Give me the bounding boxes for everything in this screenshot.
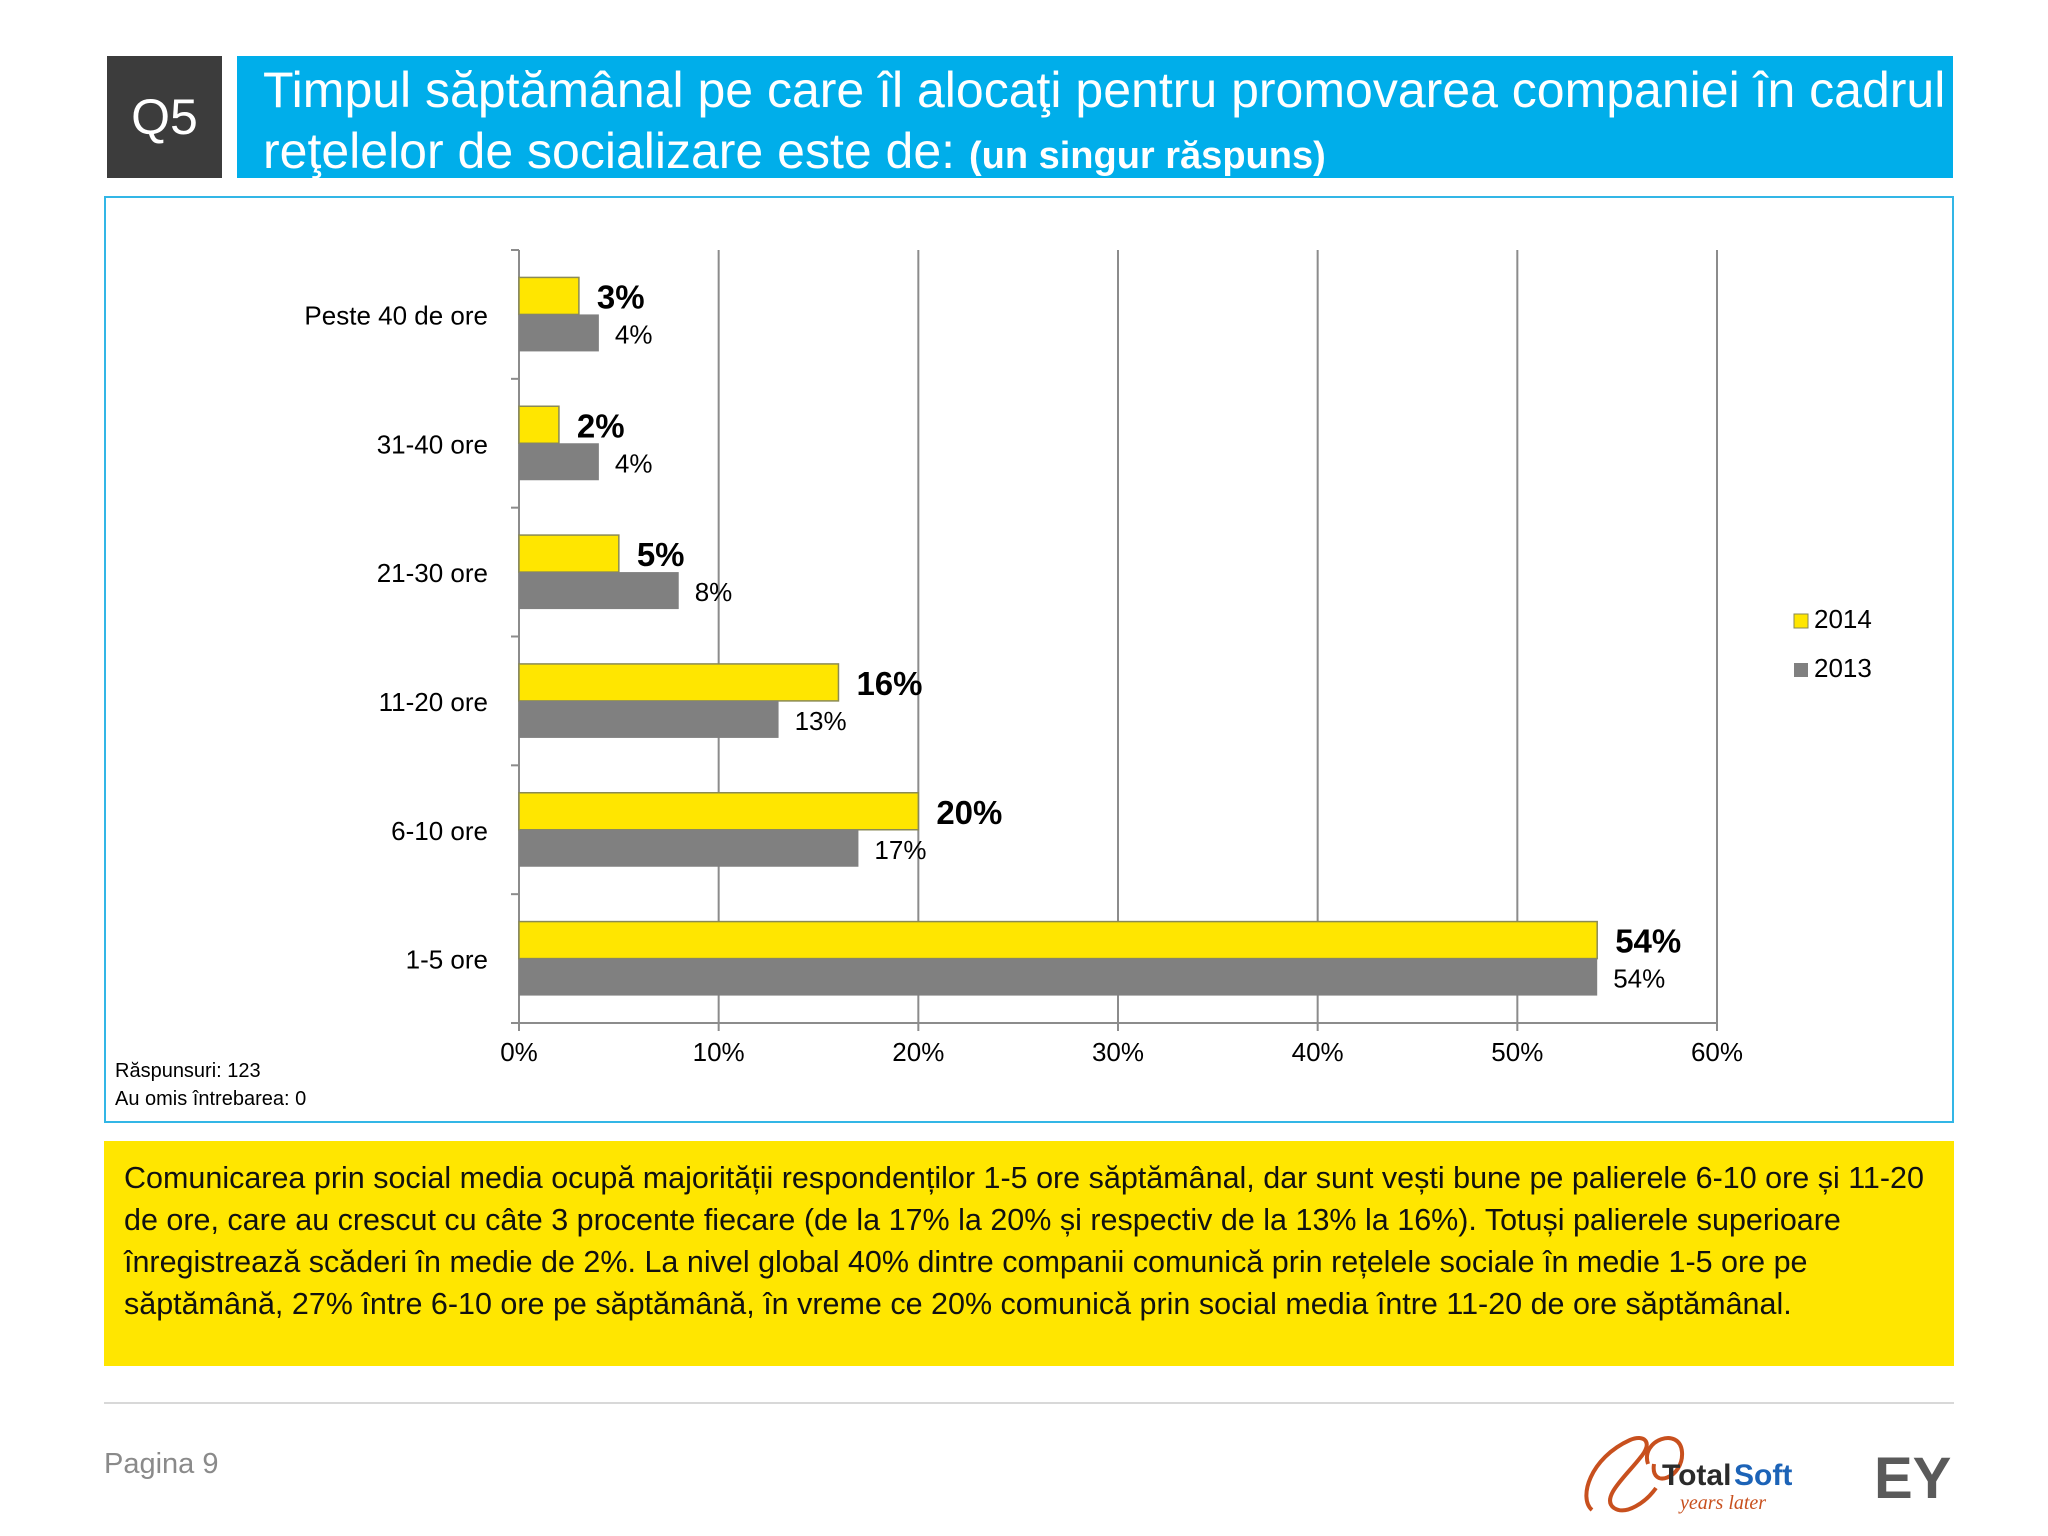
ey-logo: EY (1874, 1446, 1951, 1506)
bar-2013 (519, 829, 859, 867)
data-label-2013: 4% (615, 319, 653, 349)
totalsoft-logo-text-b: Soft (1734, 1459, 1792, 1492)
category-label: 6-10 ore (391, 816, 488, 846)
x-tick-label: 30% (1092, 1037, 1144, 1067)
footer-divider (104, 1402, 1954, 1404)
data-label-2013: 8% (695, 577, 733, 607)
bar-2013 (519, 443, 599, 481)
x-tick-label: 60% (1691, 1037, 1743, 1067)
category-label: Peste 40 de ore (304, 300, 488, 330)
chart-panel: 0% 10% 20% 30% 40% 50% 60% Peste 40 de ore 3% 4% 3… (104, 196, 1954, 1123)
ey-logo-text: EY (1874, 1446, 1951, 1506)
question-code-badge: Q5 (107, 56, 222, 178)
data-label-2014: 3% (597, 278, 645, 315)
page-title: Timpul săptămânal pe care îl alocaţi pen… (263, 62, 1946, 179)
data-label-2014: 2% (577, 407, 625, 444)
data-label-2013: 13% (795, 706, 847, 736)
question-code: Q5 (131, 89, 198, 145)
bar-2014 (518, 276, 580, 316)
bar-2013 (519, 314, 599, 352)
title-banner: Timpul săptămânal pe care îl alocaţi pen… (237, 56, 1953, 179)
x-tick-label: 40% (1292, 1037, 1344, 1067)
data-label-2014: 16% (856, 665, 922, 702)
legend-label-2014: 2014 (1814, 604, 1872, 634)
data-label-2014: 5% (637, 536, 685, 573)
category-label: 11-20 ore (379, 687, 488, 717)
x-tick-label: 50% (1491, 1037, 1543, 1067)
bar-2014 (518, 405, 560, 444)
bar-2013 (519, 572, 679, 610)
data-label-2014: 20% (936, 794, 1002, 831)
summary-box: Comunicarea prin social media ocupă majo… (104, 1141, 1954, 1366)
bar-2014 (518, 534, 620, 573)
bar-chart: 0% 10% 20% 30% 40% 50% 60% Peste 40 de ore 3% 4% 3… (304, 249, 1872, 1067)
summary-text: Comunicarea prin social media ocupă majo… (124, 1161, 1924, 1321)
x-tick-label: 10% (693, 1037, 745, 1067)
data-label-2013: 54% (1613, 964, 1665, 994)
skipped-count: Au omis întrebarea: 0 (115, 1088, 307, 1110)
responses-count: Răspunsuri: 123 (115, 1060, 261, 1082)
data-label-2013: 17% (874, 835, 926, 865)
totalsoft-logo-tagline: years later (1678, 1492, 1766, 1514)
category-label: 31-40 ore (377, 429, 488, 459)
category-label: 1-5 ore (406, 945, 488, 975)
page-subtitle: (un singur răspuns) (968, 135, 1326, 177)
category-label: 21-30 ore (377, 558, 488, 588)
legend-swatch-2014 (1793, 613, 1809, 629)
totalsoft-logo-text-a: Total (1662, 1459, 1731, 1492)
data-label-2014: 54% (1615, 923, 1681, 960)
legend-label-2013: 2013 (1814, 653, 1872, 683)
legend-swatch-2013 (1794, 663, 1808, 677)
bar-2014 (518, 920, 1598, 960)
totalsoft-logo: Total Soft years later (1584, 1436, 1792, 1514)
bar-2013 (519, 700, 779, 738)
bar-2013 (519, 958, 1598, 996)
x-tick-label: 0% (500, 1037, 538, 1067)
bar-2014 (518, 792, 920, 831)
bar-2014 (518, 663, 840, 702)
x-tick-label: 20% (892, 1037, 944, 1067)
data-label-2013: 4% (615, 448, 653, 478)
page-number: Pagina 9 (104, 1448, 219, 1480)
